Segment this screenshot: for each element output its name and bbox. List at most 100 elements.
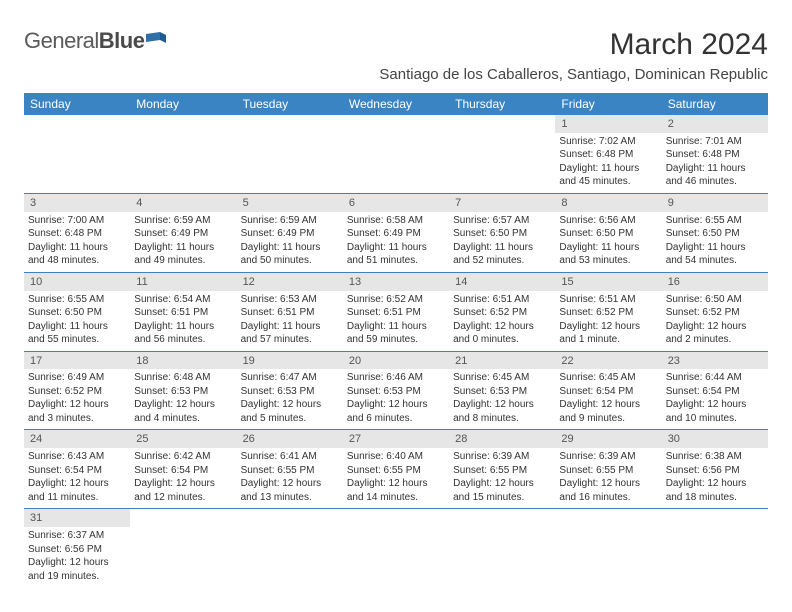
day-number: 12 — [237, 273, 343, 291]
day-dl2: and 10 minutes. — [666, 412, 764, 426]
day-dl2: and 1 minute. — [559, 333, 657, 347]
day-sr: Sunrise: 6:44 AM — [666, 371, 764, 385]
day-sr: Sunrise: 6:57 AM — [453, 214, 551, 228]
day-sr: Sunrise: 6:47 AM — [241, 371, 339, 385]
day-details: Sunrise: 6:58 AMSunset: 6:49 PMDaylight:… — [343, 212, 449, 272]
day-details: Sunrise: 6:55 AMSunset: 6:50 PMDaylight:… — [24, 291, 130, 351]
day-dl1: Daylight: 12 hours — [666, 477, 764, 491]
day-dl2: and 46 minutes. — [666, 175, 764, 189]
day-dl1: Daylight: 11 hours — [666, 162, 764, 176]
day-dl2: and 45 minutes. — [559, 175, 657, 189]
calendar-day-cell — [449, 115, 555, 193]
day-number — [130, 509, 236, 512]
day-number: 23 — [662, 352, 768, 370]
day-number: 4 — [130, 194, 236, 212]
day-details: Sunrise: 6:59 AMSunset: 6:49 PMDaylight:… — [130, 212, 236, 272]
day-dl2: and 3 minutes. — [28, 412, 126, 426]
logo-text: GeneralBlue — [24, 28, 144, 54]
day-sr: Sunrise: 6:51 AM — [453, 293, 551, 307]
weekday-header: Wednesday — [343, 93, 449, 115]
day-details: Sunrise: 6:46 AMSunset: 6:53 PMDaylight:… — [343, 369, 449, 429]
calendar-day-cell — [130, 509, 236, 587]
day-dl2: and 52 minutes. — [453, 254, 551, 268]
day-sr: Sunrise: 6:40 AM — [347, 450, 445, 464]
day-ss: Sunset: 6:49 PM — [134, 227, 232, 241]
day-ss: Sunset: 6:53 PM — [241, 385, 339, 399]
day-number: 22 — [555, 352, 661, 370]
day-details: Sunrise: 6:39 AMSunset: 6:55 PMDaylight:… — [449, 448, 555, 508]
day-sr: Sunrise: 6:46 AM — [347, 371, 445, 385]
calendar-day-cell — [449, 509, 555, 587]
calendar-day-cell — [24, 115, 130, 193]
day-number: 25 — [130, 430, 236, 448]
day-sr: Sunrise: 7:00 AM — [28, 214, 126, 228]
day-dl2: and 55 minutes. — [28, 333, 126, 347]
day-number — [130, 115, 236, 118]
day-dl1: Daylight: 11 hours — [241, 320, 339, 334]
day-details: Sunrise: 6:40 AMSunset: 6:55 PMDaylight:… — [343, 448, 449, 508]
day-dl1: Daylight: 11 hours — [559, 162, 657, 176]
day-sr: Sunrise: 6:37 AM — [28, 529, 126, 543]
logo: GeneralBlue — [24, 28, 166, 54]
day-details: Sunrise: 6:50 AMSunset: 6:52 PMDaylight:… — [662, 291, 768, 351]
day-details: Sunrise: 6:43 AMSunset: 6:54 PMDaylight:… — [24, 448, 130, 508]
day-dl1: Daylight: 12 hours — [28, 477, 126, 491]
day-dl1: Daylight: 11 hours — [347, 241, 445, 255]
calendar-day-cell: 18Sunrise: 6:48 AMSunset: 6:53 PMDayligh… — [130, 351, 236, 430]
day-details: Sunrise: 6:48 AMSunset: 6:53 PMDaylight:… — [130, 369, 236, 429]
day-dl2: and 6 minutes. — [347, 412, 445, 426]
day-number: 17 — [24, 352, 130, 370]
calendar-day-cell: 12Sunrise: 6:53 AMSunset: 6:51 PMDayligh… — [237, 272, 343, 351]
day-ss: Sunset: 6:56 PM — [666, 464, 764, 478]
day-number — [343, 509, 449, 512]
day-dl2: and 51 minutes. — [347, 254, 445, 268]
calendar-day-cell: 1Sunrise: 7:02 AMSunset: 6:48 PMDaylight… — [555, 115, 661, 193]
day-number — [24, 115, 130, 118]
day-ss: Sunset: 6:55 PM — [559, 464, 657, 478]
day-number: 5 — [237, 194, 343, 212]
day-dl2: and 50 minutes. — [241, 254, 339, 268]
day-details: Sunrise: 6:56 AMSunset: 6:50 PMDaylight:… — [555, 212, 661, 272]
day-dl2: and 4 minutes. — [134, 412, 232, 426]
day-ss: Sunset: 6:50 PM — [559, 227, 657, 241]
day-sr: Sunrise: 6:51 AM — [559, 293, 657, 307]
day-dl1: Daylight: 11 hours — [241, 241, 339, 255]
day-sr: Sunrise: 6:38 AM — [666, 450, 764, 464]
day-dl1: Daylight: 11 hours — [28, 241, 126, 255]
day-dl2: and 2 minutes. — [666, 333, 764, 347]
day-ss: Sunset: 6:54 PM — [134, 464, 232, 478]
day-number: 7 — [449, 194, 555, 212]
day-dl1: Daylight: 12 hours — [241, 398, 339, 412]
calendar-day-cell: 22Sunrise: 6:45 AMSunset: 6:54 PMDayligh… — [555, 351, 661, 430]
day-ss: Sunset: 6:49 PM — [347, 227, 445, 241]
day-details: Sunrise: 6:55 AMSunset: 6:50 PMDaylight:… — [662, 212, 768, 272]
day-ss: Sunset: 6:54 PM — [28, 464, 126, 478]
day-sr: Sunrise: 6:58 AM — [347, 214, 445, 228]
day-ss: Sunset: 6:55 PM — [453, 464, 551, 478]
day-ss: Sunset: 6:48 PM — [28, 227, 126, 241]
weekday-header: Saturday — [662, 93, 768, 115]
day-sr: Sunrise: 6:59 AM — [241, 214, 339, 228]
day-ss: Sunset: 6:52 PM — [453, 306, 551, 320]
day-number: 31 — [24, 509, 130, 527]
day-dl2: and 18 minutes. — [666, 491, 764, 505]
day-dl2: and 12 minutes. — [134, 491, 232, 505]
day-sr: Sunrise: 6:59 AM — [134, 214, 232, 228]
day-details: Sunrise: 6:53 AMSunset: 6:51 PMDaylight:… — [237, 291, 343, 351]
calendar-day-cell: 9Sunrise: 6:55 AMSunset: 6:50 PMDaylight… — [662, 193, 768, 272]
day-sr: Sunrise: 6:55 AM — [666, 214, 764, 228]
day-number: 8 — [555, 194, 661, 212]
day-sr: Sunrise: 6:43 AM — [28, 450, 126, 464]
day-dl2: and 57 minutes. — [241, 333, 339, 347]
calendar-week-row: 31Sunrise: 6:37 AMSunset: 6:56 PMDayligh… — [24, 509, 768, 587]
day-ss: Sunset: 6:50 PM — [666, 227, 764, 241]
day-number: 19 — [237, 352, 343, 370]
day-details: Sunrise: 6:52 AMSunset: 6:51 PMDaylight:… — [343, 291, 449, 351]
title-block: March 2024 Santiago de los Caballeros, S… — [379, 28, 768, 83]
day-number — [237, 509, 343, 512]
calendar-day-cell — [662, 509, 768, 587]
day-details: Sunrise: 6:45 AMSunset: 6:54 PMDaylight:… — [555, 369, 661, 429]
calendar-day-cell — [343, 509, 449, 587]
day-dl1: Daylight: 12 hours — [666, 398, 764, 412]
calendar-day-cell: 14Sunrise: 6:51 AMSunset: 6:52 PMDayligh… — [449, 272, 555, 351]
